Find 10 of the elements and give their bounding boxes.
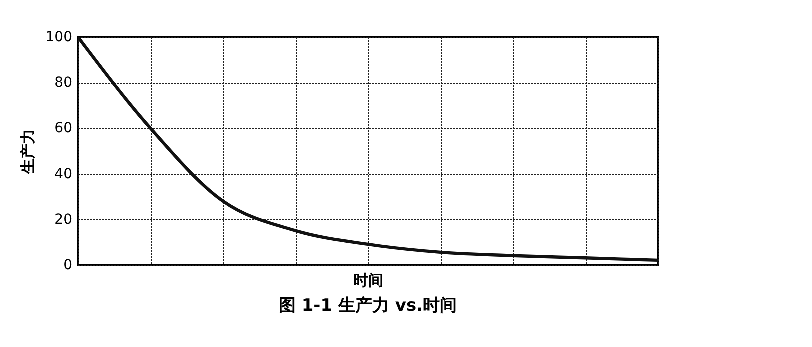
y-tick-label: 20 bbox=[54, 212, 72, 228]
y-axis-title: 生产力 bbox=[18, 129, 37, 175]
x-axis-title: 时间 bbox=[354, 272, 384, 290]
y-tick-label: 40 bbox=[54, 166, 72, 182]
y-tick-label: 60 bbox=[54, 120, 72, 137]
y-tick-label: 0 bbox=[64, 258, 72, 274]
text: 图 1-1 生产力 vs.时间 bbox=[278, 296, 458, 316]
y-tick-label: 80 bbox=[54, 75, 72, 92]
y-tick-label: 100 bbox=[46, 30, 72, 46]
line-series bbox=[78, 37, 658, 262]
